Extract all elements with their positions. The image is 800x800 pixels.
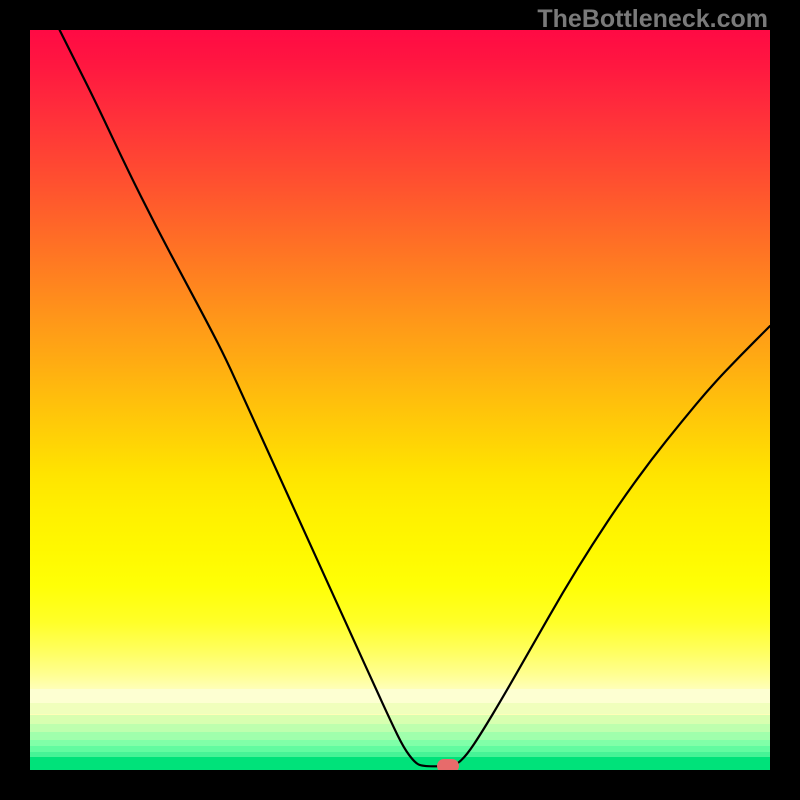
- chart-container: TheBottleneck.com: [0, 0, 800, 800]
- bottleneck-marker: [437, 759, 459, 770]
- bottleneck-curve: [30, 30, 770, 770]
- watermark-text: TheBottleneck.com: [537, 5, 768, 34]
- curve-path: [60, 30, 770, 766]
- plot-area: [30, 30, 770, 770]
